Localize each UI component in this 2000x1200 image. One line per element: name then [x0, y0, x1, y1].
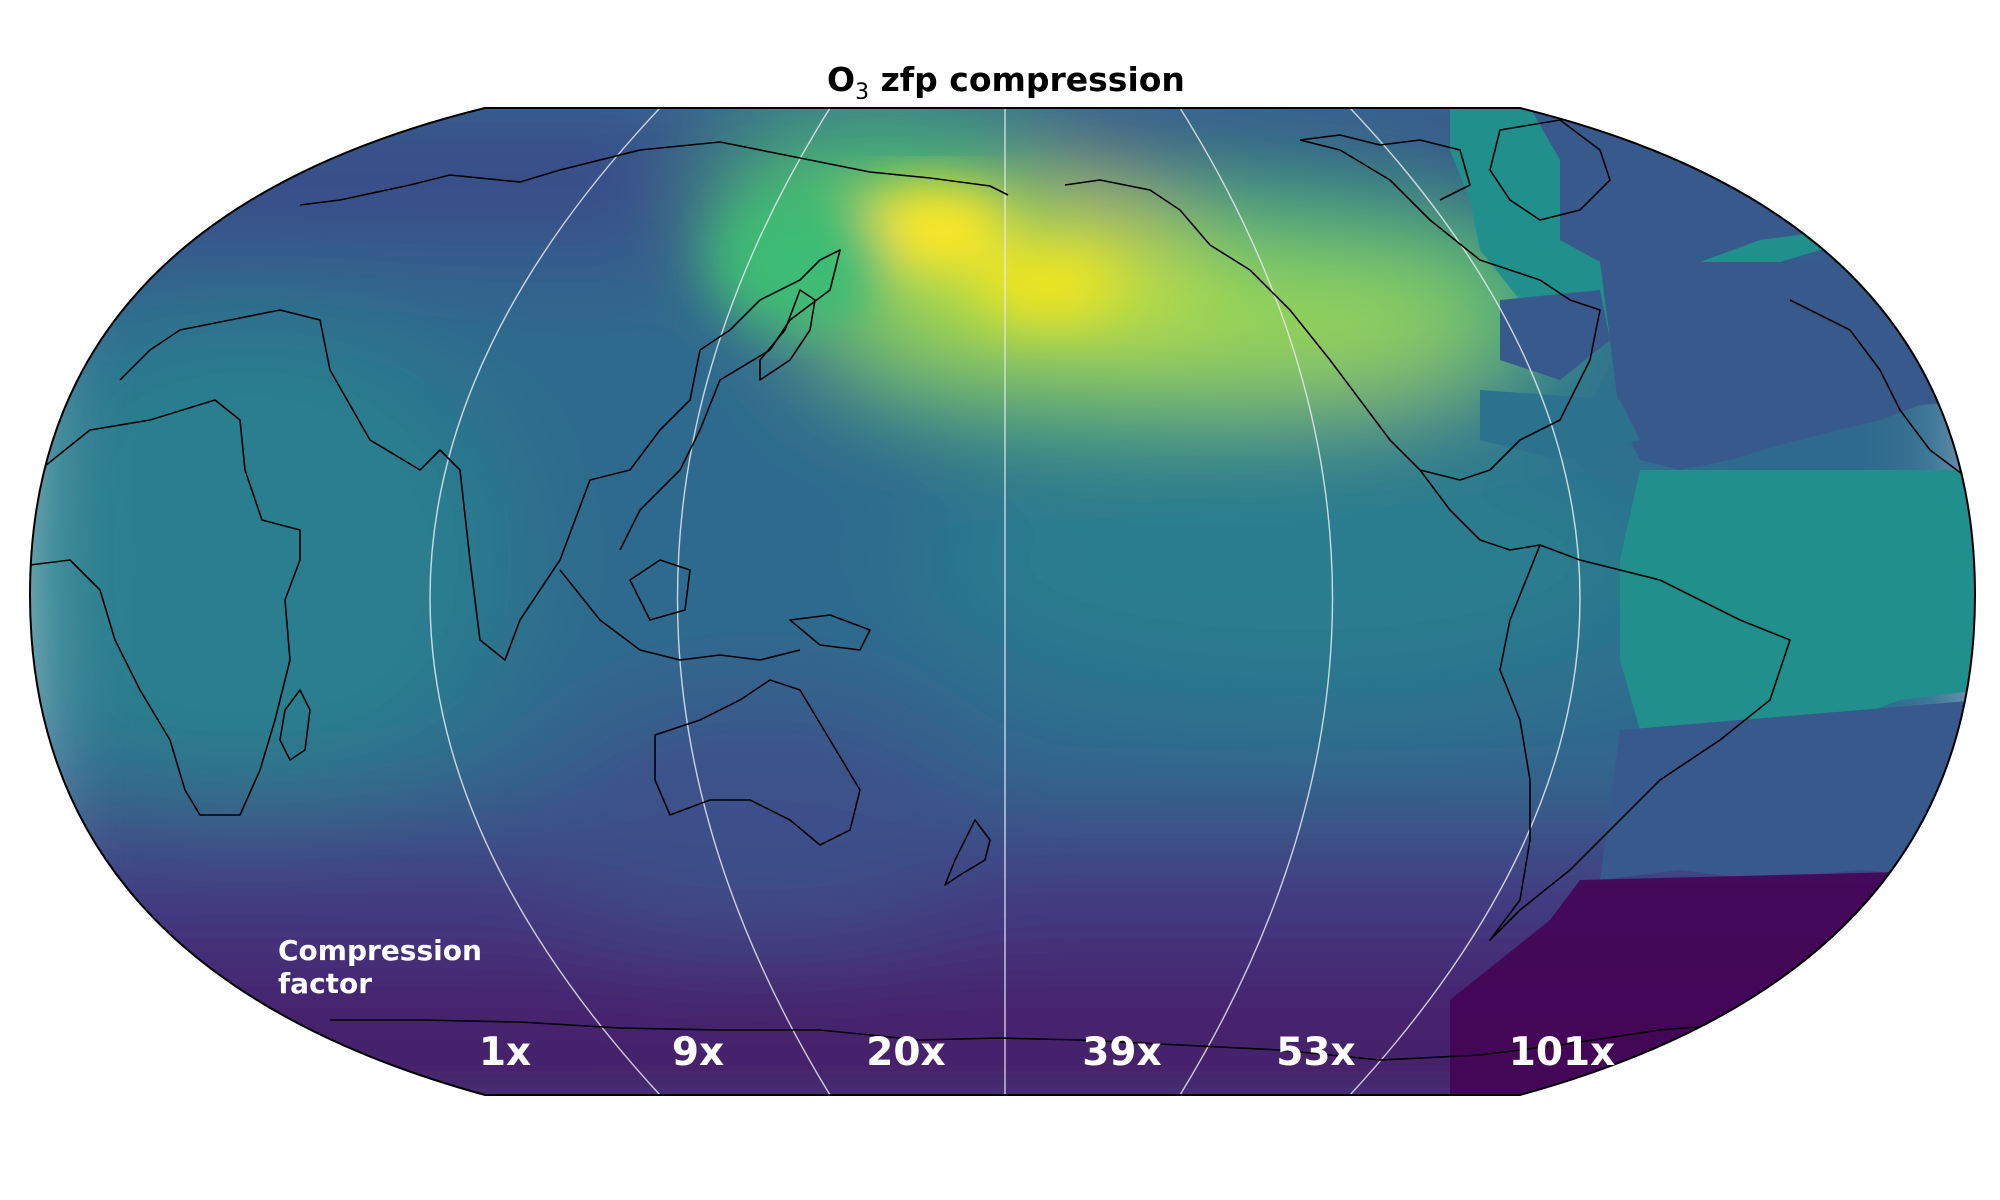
map-title: O3 zfp compression [827, 60, 1185, 105]
coastline-west-africa [1789, 299, 1971, 481]
graticule [429, 108, 1581, 1095]
compression-factors: 1x 9x 20x 39x 53x 101x [479, 1030, 1615, 1075]
coastline-europe [119, 309, 701, 661]
factor-label-101x: 101x [1509, 1030, 1616, 1075]
title-subscript: 3 [855, 80, 869, 105]
coastline-east-asia [619, 249, 841, 551]
coastline-australia [654, 679, 861, 846]
factor-label-39x: 39x [1082, 1030, 1161, 1075]
compression-factor-label-line2: factor [278, 967, 372, 1000]
coastline-arctic-islands [1299, 134, 1471, 201]
coastline-indonesia [559, 569, 801, 661]
coastline-central-america [1419, 469, 1541, 551]
meridian-line [676, 108, 831, 1095]
compression-factor-label-line1: Compression [278, 934, 482, 967]
coastline-new-zealand [944, 819, 991, 886]
coastline-borneo [629, 559, 691, 621]
factor-label-9x: 9x [672, 1030, 724, 1075]
coastline-greenland [1489, 119, 1611, 221]
factor-label-1x: 1x [479, 1030, 531, 1075]
coastline-new-guinea [789, 614, 871, 651]
coastline-japan [759, 289, 816, 381]
coastline-antarctica [330, 1019, 1721, 1061]
coastline-madagascar [279, 689, 311, 761]
meridian-line [1349, 108, 1581, 1095]
factor-label-20x: 20x [866, 1030, 945, 1075]
compression-factor-label: Compression factor [278, 934, 492, 1000]
meridian-line [429, 108, 661, 1095]
coastline-eurasia-north [299, 141, 1009, 206]
coastlines [30, 119, 1971, 1061]
factor-label-53x: 53x [1276, 1030, 1355, 1075]
coastline-south-america [1489, 544, 1791, 941]
coastline-north-america [1064, 139, 1601, 481]
globe-outline [28, 107, 1977, 1096]
meridian-line [1179, 108, 1334, 1095]
coastline-africa [30, 399, 301, 816]
